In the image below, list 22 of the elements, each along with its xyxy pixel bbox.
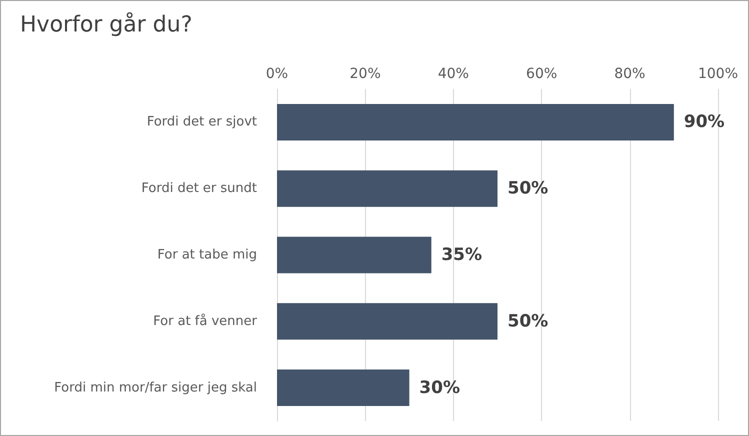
- data-label: 50%: [508, 178, 548, 199]
- y-tick-label: For at tabe mig: [157, 248, 257, 262]
- bar: [277, 170, 498, 207]
- x-tick-label: 40%: [438, 66, 469, 82]
- x-tick-label: 80%: [614, 66, 646, 82]
- bar: [277, 104, 674, 140]
- x-tick-label: 60%: [526, 66, 558, 82]
- x-tick-label: 100%: [698, 66, 738, 82]
- data-label: 50%: [508, 311, 548, 332]
- bar: [277, 303, 498, 340]
- data-label: 90%: [684, 112, 725, 132]
- data-label: 35%: [441, 245, 482, 265]
- y-tick-label: Fordi det er sjovt: [146, 114, 257, 130]
- x-tick-label: 20%: [350, 66, 381, 82]
- x-tick-label: 0%: [266, 66, 288, 82]
- data-label: 30%: [419, 378, 460, 398]
- bar: [277, 370, 410, 406]
- y-tick-label: Fordi det er sundt: [141, 181, 257, 196]
- bar: [277, 236, 432, 274]
- y-tick-label: For at få venner: [153, 312, 258, 329]
- chart-title: Hvorfor går du?: [20, 12, 192, 38]
- y-tick-label: Fordi min mor/far siger jeg skal: [54, 380, 257, 396]
